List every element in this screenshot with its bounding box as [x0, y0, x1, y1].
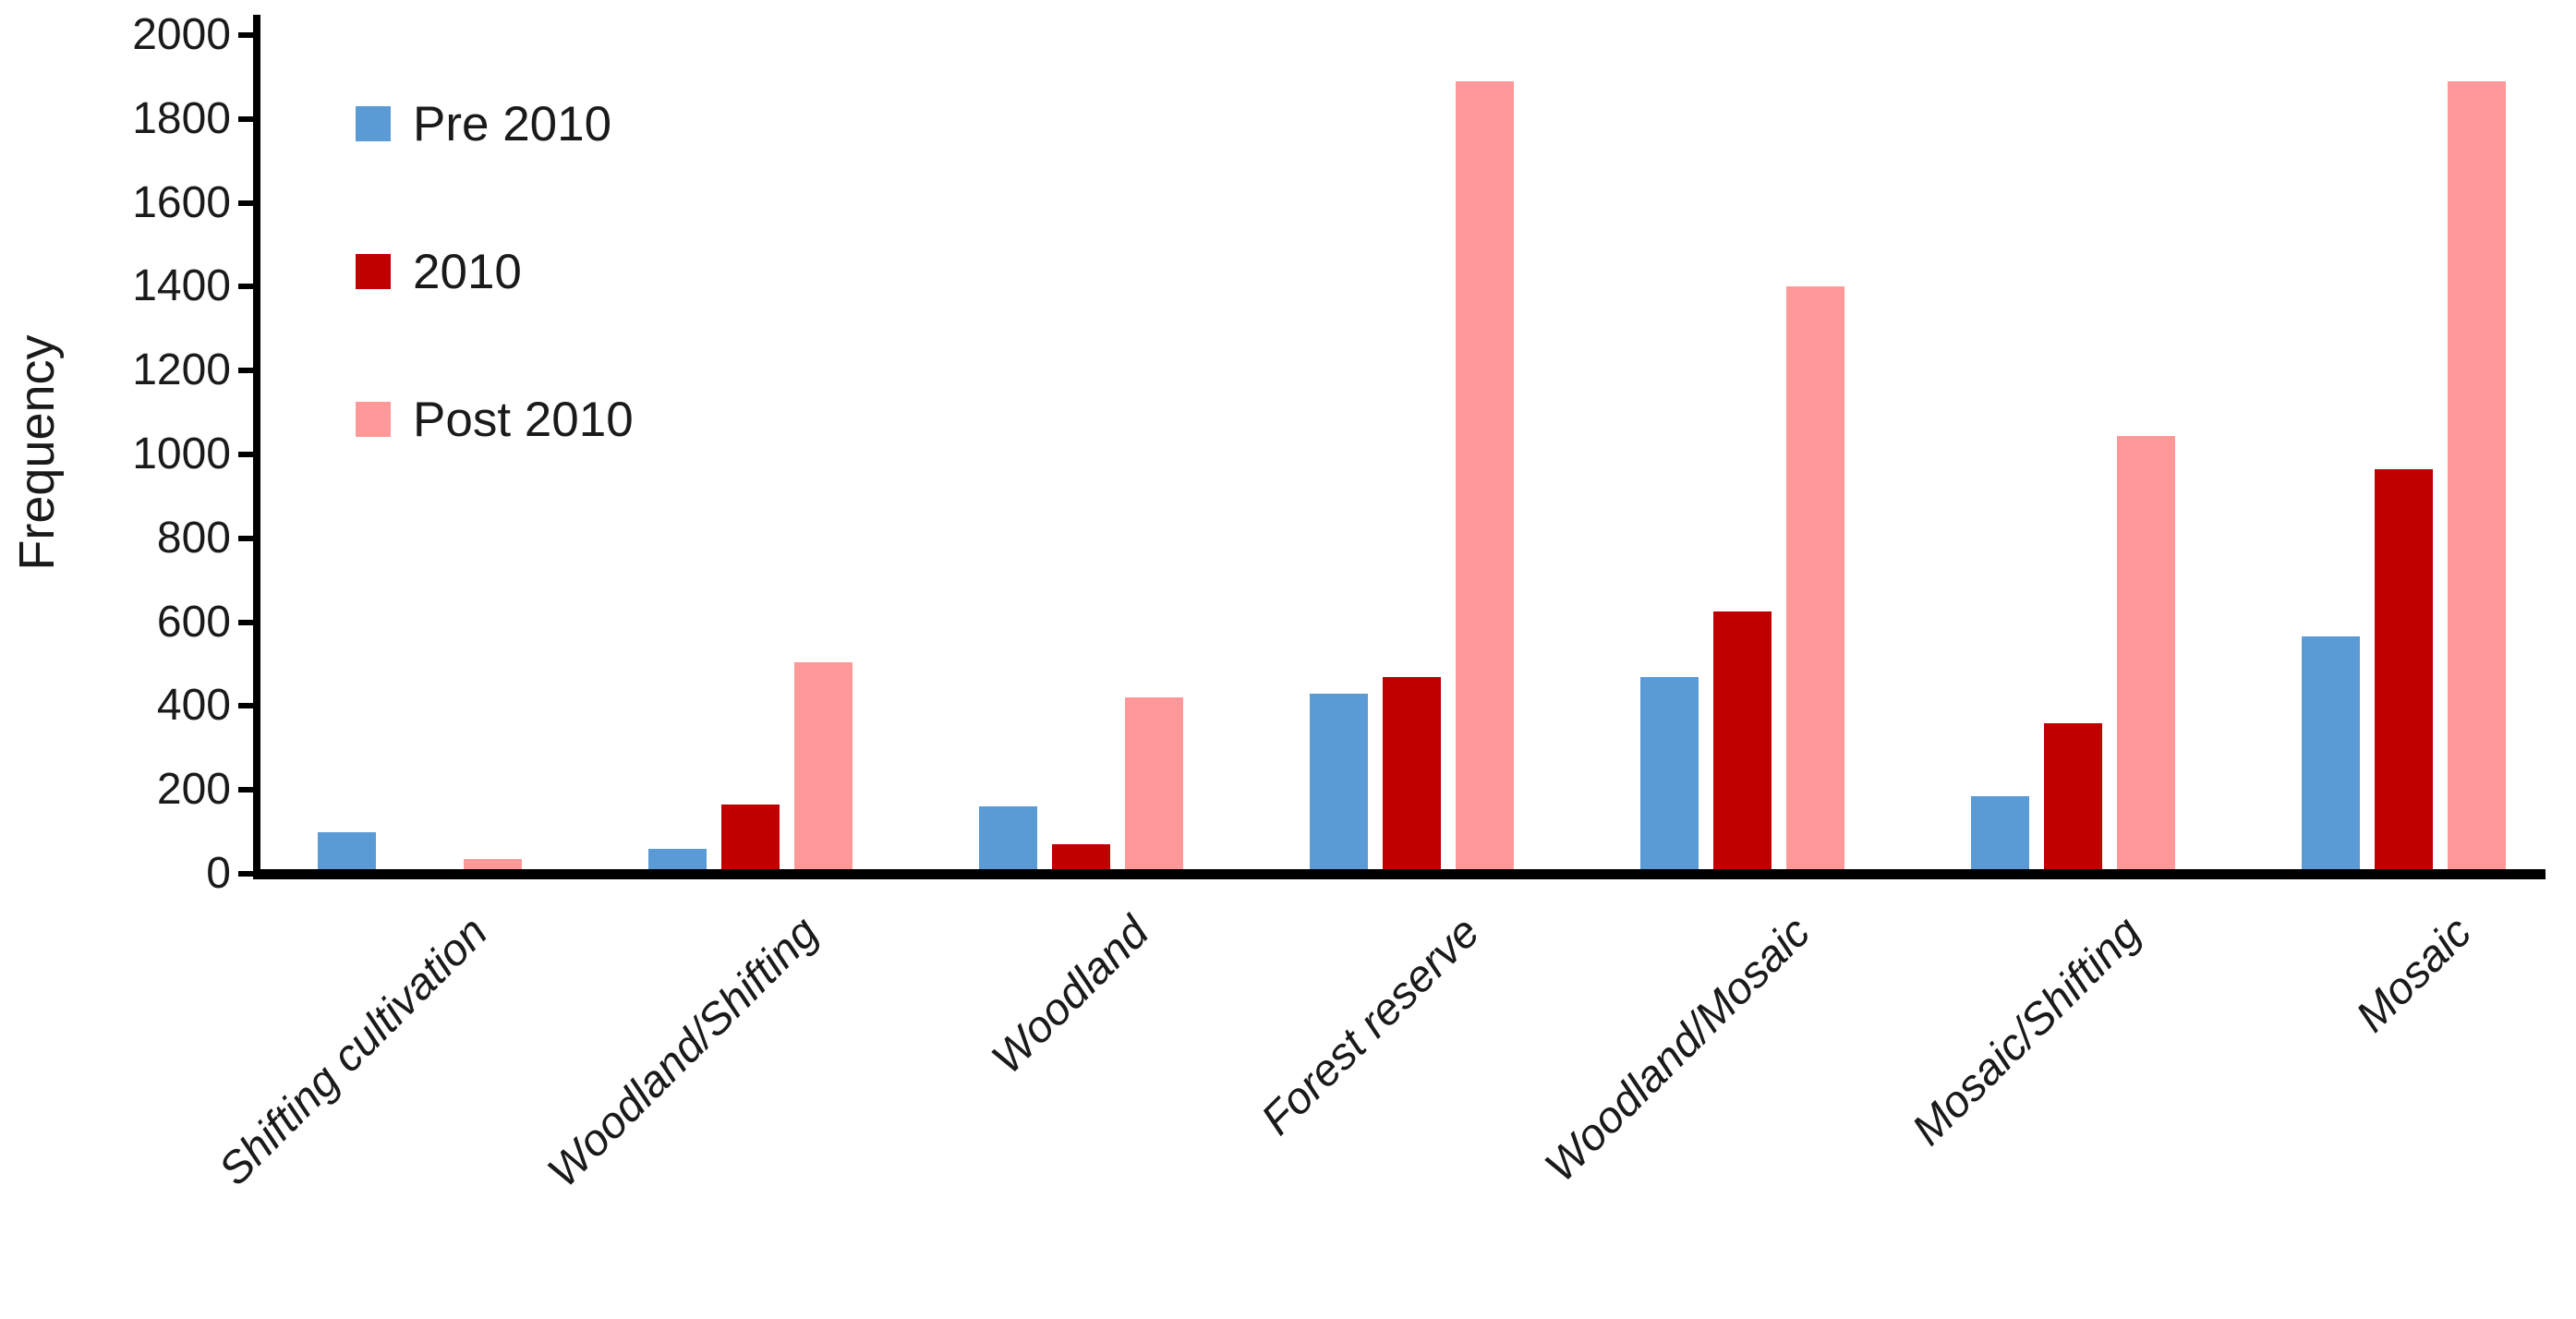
y-tick-label-0: 0 [206, 849, 231, 898]
x-axis-line [253, 869, 2546, 879]
y-tick-label-1200: 1200 [132, 345, 231, 395]
legend-swatch-pre-2010 [356, 106, 391, 141]
bar-2010-woodland-shifting [721, 805, 780, 874]
y-tick-mark-1800 [238, 115, 255, 122]
x-axis-label-woodland-shifting: Woodland/Shifting [538, 907, 828, 1197]
y-tick-mark-1400 [238, 284, 255, 290]
bar-pre-2010-shifting-cultivation [318, 832, 376, 874]
legend-swatch-2010 [356, 254, 391, 289]
bar-post-2010-forest-reserve [1456, 81, 1514, 874]
legend-label-pre-2010: Pre 2010 [413, 96, 612, 151]
bar-2010-woodland-mosaic [1713, 611, 1772, 874]
bar-pre-2010-forest-reserve [1310, 694, 1368, 874]
bar-post-2010-woodland-mosaic [1786, 286, 1844, 874]
bar-pre-2010-woodland-mosaic [1640, 677, 1699, 874]
x-axis-label-mosaic: Mosaic [2346, 907, 2481, 1042]
bar-post-2010-mosaic [2448, 81, 2506, 874]
y-tick-label-800: 800 [156, 513, 231, 563]
bar-post-2010-woodland-shifting [794, 662, 853, 874]
plot-area [257, 35, 2546, 874]
legend-item-post-2010: Post 2010 [356, 393, 634, 447]
legend-label-post-2010: Post 2010 [413, 392, 634, 447]
legend-item-2010: 2010 [356, 245, 522, 299]
x-axis-label-shifting-cultivation: Shifting cultivation [209, 907, 497, 1195]
y-tick-mark-1000 [238, 452, 255, 457]
y-tick-label-400: 400 [156, 681, 231, 731]
bar-pre-2010-woodland [979, 806, 1037, 874]
y-tick-mark-1600 [238, 200, 255, 206]
bar-2010-mosaic-shifting [2044, 723, 2102, 874]
y-tick-mark-0 [238, 871, 255, 877]
legend-item-pre-2010: Pre 2010 [356, 97, 611, 151]
x-axis-label-mosaic-shifting: Mosaic/Shifting [1903, 907, 2150, 1156]
bar-2010-mosaic [2375, 469, 2433, 874]
bar-post-2010-mosaic-shifting [2117, 436, 2175, 874]
y-tick-mark-2000 [238, 32, 255, 38]
x-axis-label-woodland-mosaic: Woodland/Mosaic [1535, 907, 1820, 1192]
y-tick-label-1600: 1600 [132, 177, 231, 227]
x-axis-label-woodland: Woodland [982, 907, 1158, 1084]
y-axis-line [253, 15, 260, 879]
y-tick-label-2000: 2000 [132, 10, 231, 59]
y-tick-label-1000: 1000 [132, 430, 231, 478]
bar-pre-2010-mosaic [2302, 636, 2360, 874]
y-tick-label-600: 600 [156, 597, 231, 647]
bar-2010-forest-reserve [1383, 677, 1441, 874]
y-tick-label-1800: 1800 [132, 93, 231, 143]
y-tick-mark-600 [238, 619, 255, 625]
legend-label-2010: 2010 [413, 244, 522, 299]
y-tick-mark-400 [238, 703, 255, 709]
legend-swatch-post-2010 [356, 402, 391, 437]
x-axis-label-forest-reserve: Forest reserve [1252, 907, 1489, 1144]
bar-post-2010-woodland [1125, 697, 1183, 874]
bar-2010-woodland [1052, 844, 1110, 874]
y-tick-mark-1200 [238, 368, 255, 374]
y-tick-mark-800 [238, 535, 255, 541]
y-tick-label-200: 200 [156, 765, 231, 815]
y-tick-mark-200 [238, 787, 255, 793]
bar-pre-2010-mosaic-shifting [1971, 796, 2029, 874]
y-tick-label-1400: 1400 [132, 261, 231, 311]
